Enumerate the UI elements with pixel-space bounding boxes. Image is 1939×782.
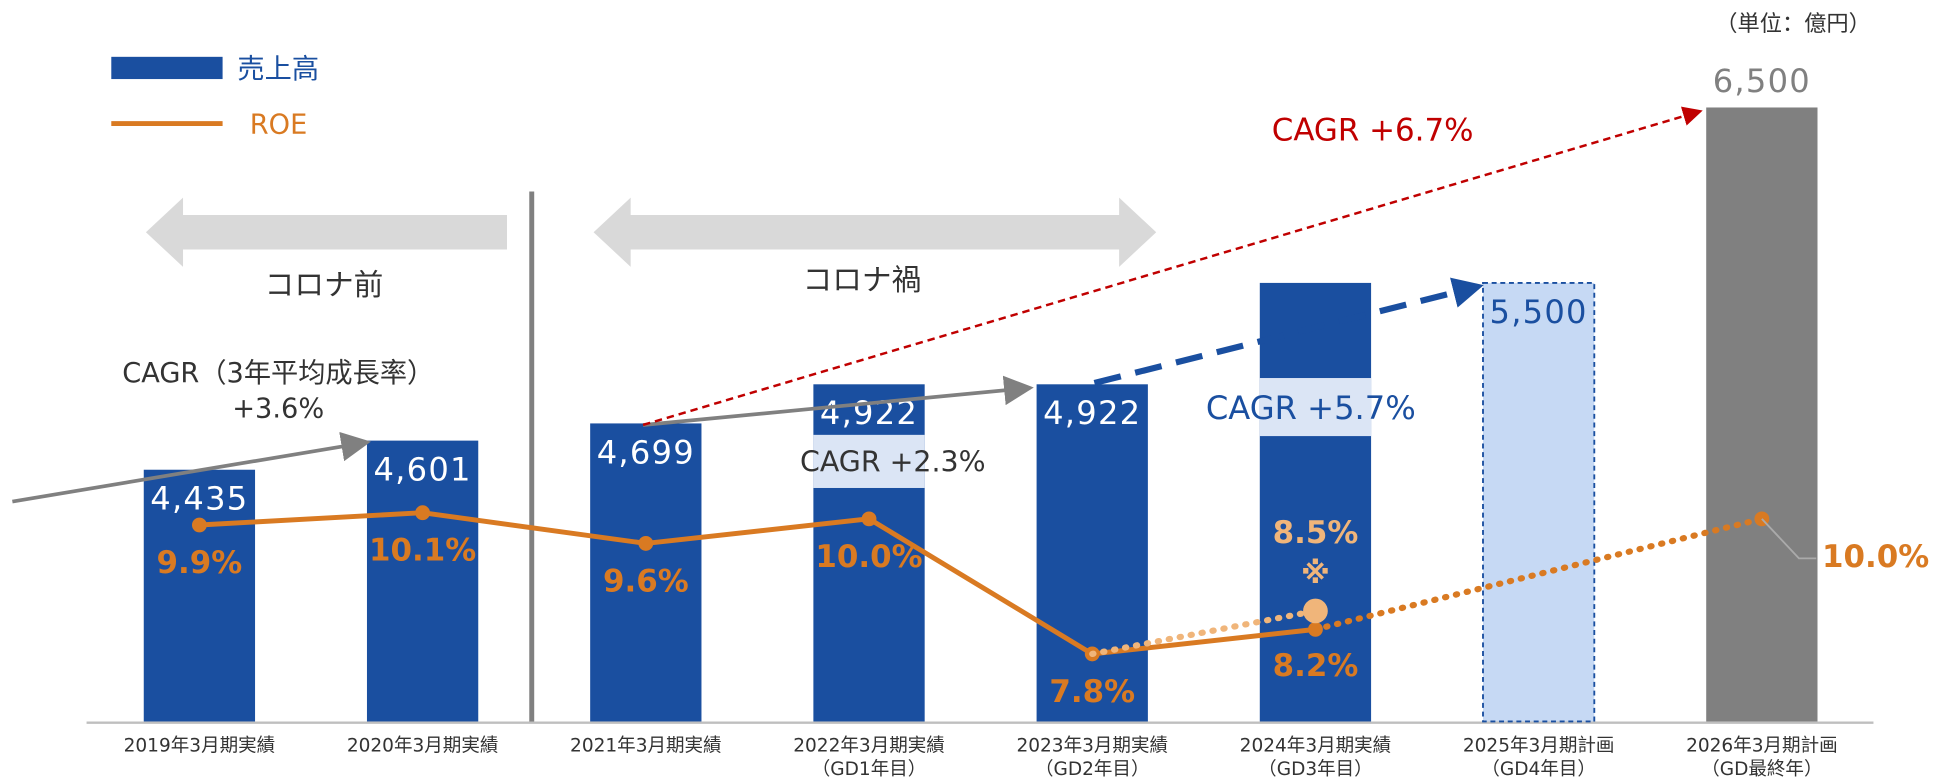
point <box>861 511 877 527</box>
annotation: CAGR（3年平均成長率） <box>122 358 434 389</box>
band <box>1259 378 1372 437</box>
bar <box>1259 282 1372 722</box>
bar <box>1036 384 1148 722</box>
legend-swatch <box>111 56 223 80</box>
line <box>196 510 1318 657</box>
legend-label: ROE <box>250 110 307 141</box>
unit: （単位：億円） <box>1715 11 1871 37</box>
data-label: 8.2% <box>1273 648 1359 684</box>
data-label: 8.5% <box>1273 515 1359 551</box>
x-tick-label: （GD2年目） <box>1035 759 1150 780</box>
x-tick-label: （GD1年目） <box>812 759 927 780</box>
arrow <box>1093 277 1484 386</box>
x-tick-label: 2019年3月期実績 <box>124 736 276 757</box>
x-tick-label: 2024年3月期実績 <box>1240 736 1392 757</box>
x-tick-label: 2021年3月期実績 <box>570 736 722 757</box>
data-label: 10.0% <box>1822 539 1929 575</box>
leader-line <box>1761 518 1817 560</box>
x-tick-label: 2023年3月期実績 <box>1016 736 1168 757</box>
data-label: 9.9% <box>157 545 243 581</box>
annotation: コロナ禍 <box>803 262 922 297</box>
bar <box>590 423 702 722</box>
data-label: 10.1% <box>369 533 476 569</box>
band <box>813 434 925 488</box>
data-label: 4,601 <box>374 451 472 489</box>
point <box>1303 598 1328 624</box>
bar <box>1706 107 1818 722</box>
x-tick-label: （GD最終年） <box>1701 759 1822 780</box>
x-tick-label: 2022年3月期実績 <box>793 736 945 757</box>
point <box>191 517 207 533</box>
data-label: 7.8% <box>1049 674 1135 710</box>
annotation: コロナ前 <box>265 267 384 302</box>
annotation: CAGR +5.7% <box>1206 389 1416 427</box>
x-tick-label: （GD3年目） <box>1258 759 1373 780</box>
line <box>1089 607 1319 658</box>
annotation: +3.6% <box>232 394 324 425</box>
annotation: CAGR +2.3% <box>800 445 986 478</box>
data-label: 10.0% <box>815 539 922 575</box>
arrow <box>642 106 1703 427</box>
x-tick-label: （GD4年目） <box>1481 759 1596 780</box>
data-label: 5,500 <box>1490 293 1588 331</box>
bar <box>143 469 256 722</box>
point <box>638 535 654 551</box>
bar <box>366 440 479 722</box>
arrow <box>12 431 371 504</box>
data-label: 4,699 <box>597 433 695 471</box>
data-label: 4,922 <box>1043 394 1141 432</box>
data-label: 4,435 <box>150 480 248 518</box>
arrow <box>642 375 1034 427</box>
point <box>415 505 431 521</box>
x-tick-label: 2026年3月期計画 <box>1686 736 1838 757</box>
data-label: 6,500 <box>1713 62 1811 100</box>
legend-label: 売上高 <box>237 54 319 85</box>
data-label: 9.6% <box>603 563 689 599</box>
annotation: ※ <box>1301 555 1330 590</box>
annotation: CAGR +6.7% <box>1272 113 1474 149</box>
x-tick-label: 2020年3月期実績 <box>347 736 499 757</box>
bar <box>1482 281 1596 723</box>
x-tick-label: 2025年3月期計画 <box>1463 736 1615 757</box>
line <box>1312 515 1765 633</box>
